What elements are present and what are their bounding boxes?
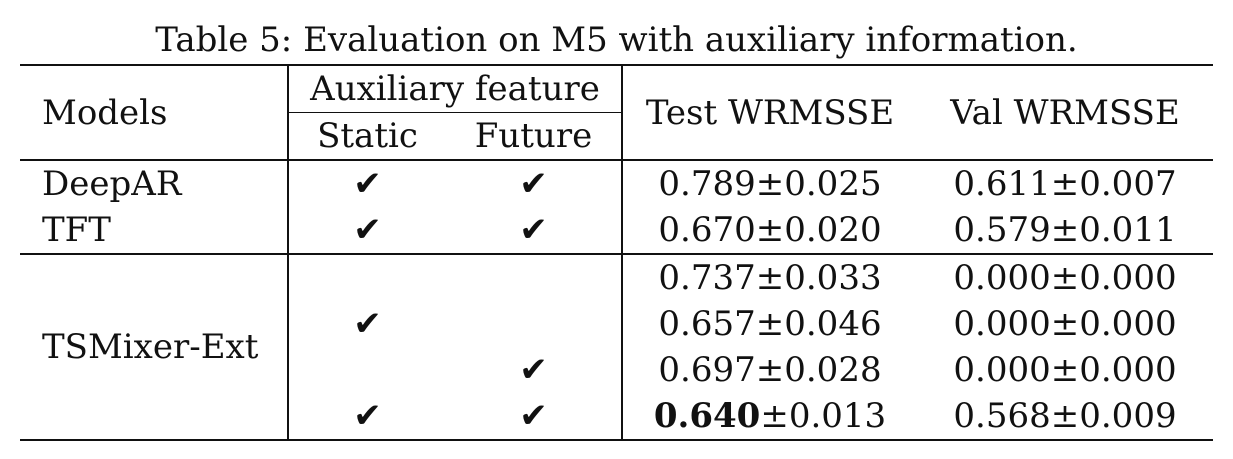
header-val-wrmsse: Val WRMSSE	[917, 64, 1214, 160]
test-wrmsse-cell: 0.670±0.020	[622, 207, 917, 254]
test-value: 0.670±0.020	[658, 210, 882, 250]
future-check-icon: ✔	[446, 207, 624, 254]
static-check-icon	[288, 347, 446, 393]
test-wrmsse-cell: 0.657±0.046	[622, 301, 917, 347]
future-check-icon: ✔	[446, 347, 624, 393]
future-check-icon	[446, 253, 624, 301]
static-check-icon: ✔	[288, 159, 446, 207]
table-caption: Table 5: Evaluation on M5 with auxiliary…	[155, 20, 1078, 60]
table-row: TSMixer-Ext 0.737±0.033 0.000±0.000	[20, 253, 1214, 441]
val-wrmsse-cell: 0.000±0.000	[917, 253, 1214, 301]
model-name-tsmixer-ext: TSMixer-Ext	[20, 253, 289, 441]
table-row: TFT ✔ ✔ 0.670±0.020 0.579±0.011	[20, 207, 1213, 254]
test-wrmsse-cell: 0.640±0.013	[622, 393, 918, 441]
test-value: 0.657±0.046	[658, 304, 882, 344]
future-check-icon	[446, 301, 624, 347]
static-check-icon: ✔	[353, 304, 382, 344]
model-name: TFT	[20, 207, 289, 254]
header-auxiliary-feature: Auxiliary feature	[288, 64, 624, 113]
test-wrmsse-cell: 0.737±0.033	[622, 253, 918, 301]
val-wrmsse-cell: 0.611±0.007	[917, 159, 1214, 207]
static-check-icon: ✔	[353, 210, 382, 250]
future-check-icon: ✔	[446, 393, 624, 441]
val-wrmsse-cell: 0.568±0.009	[917, 393, 1214, 441]
header-static: Static	[317, 116, 418, 156]
table-row: ✔ 0.697±0.028 0.000±0.000	[20, 347, 1213, 393]
static-check-icon: ✔	[288, 393, 446, 441]
test-value: ±0.013	[760, 396, 887, 436]
results-table: Models Auxiliary feature Test WRMSSE Val…	[20, 64, 1214, 441]
table-row: ✔ 0.657±0.046 0.000±0.000	[20, 301, 1213, 347]
table-row: DeepAR ✔ ✔ 0.789±0.025 0.611±0.007	[20, 159, 1214, 207]
header-future: Future	[446, 112, 624, 160]
static-check-icon	[288, 253, 446, 301]
test-value: 0.789±0.025	[658, 164, 882, 204]
val-wrmsse-cell: 0.000±0.000	[953, 350, 1177, 390]
val-wrmsse-cell: 0.000±0.000	[953, 304, 1177, 344]
test-value: 0.737±0.033	[658, 258, 882, 298]
test-value: 0.697±0.028	[658, 350, 882, 390]
test-wrmsse-cell: 0.697±0.028	[622, 347, 917, 393]
header-test-wrmsse: Test WRMSSE	[622, 64, 918, 160]
test-wrmsse-cell: 0.789±0.025	[622, 159, 918, 207]
future-check-icon: ✔	[446, 159, 624, 207]
table-row: ✔ ✔ 0.640±0.013 0.568±0.009	[20, 393, 1214, 441]
test-bold-value: 0.640	[653, 396, 761, 436]
model-name: DeepAR	[20, 159, 289, 207]
val-wrmsse-cell: 0.579±0.011	[953, 210, 1177, 250]
header-models: Models	[20, 64, 289, 160]
